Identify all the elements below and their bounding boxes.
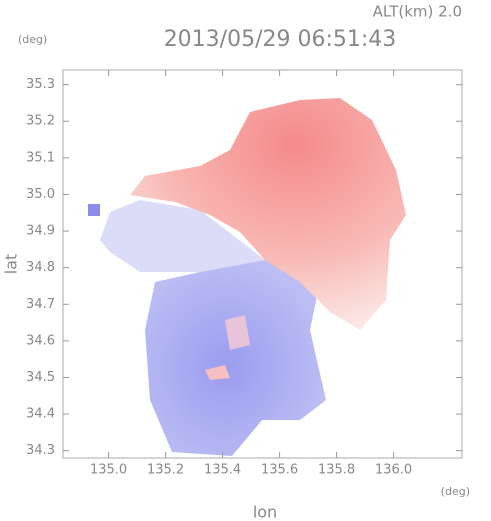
y-tick-label: 34.7 <box>26 297 55 312</box>
x-tick-label: 135.2 <box>147 463 184 478</box>
y-tick-label: 34.3 <box>26 443 55 458</box>
echo-area <box>225 315 250 350</box>
y-tick-label: 34.8 <box>26 260 55 275</box>
x-axis-label: lon <box>253 503 277 521</box>
y-tick-label: 35.3 <box>26 77 55 92</box>
altitude-label: ALT(km) 2.0 <box>373 3 462 21</box>
x-tick-label: 135.8 <box>318 463 355 478</box>
y-tick-label: 35.2 <box>26 114 55 129</box>
echo-area <box>205 365 230 380</box>
plot-frame <box>62 69 463 459</box>
echo-area <box>100 200 265 272</box>
y-tick-label: 34.4 <box>26 407 55 422</box>
y-axis-label: lat <box>2 254 21 275</box>
x-tick-label: 135.4 <box>204 463 241 478</box>
echo-area <box>145 260 326 456</box>
y-unit: (deg) <box>18 33 47 46</box>
echo-area <box>88 204 100 216</box>
echo-area <box>130 98 406 330</box>
x-tick-label: 135.0 <box>90 463 127 478</box>
x-tick-label: 136.0 <box>375 463 412 478</box>
y-tick-label: 34.5 <box>26 370 55 385</box>
x-unit: (deg) <box>441 485 470 498</box>
y-tick-label: 35.0 <box>26 187 55 202</box>
y-tick-label: 34.9 <box>26 224 55 239</box>
y-tick-label: 35.1 <box>26 150 55 165</box>
y-tick-label: 34.6 <box>26 333 55 348</box>
radar-field <box>88 98 406 456</box>
chart-title: 2013/05/29 06:51:43 <box>164 27 397 52</box>
x-tick-label: 135.6 <box>261 463 298 478</box>
